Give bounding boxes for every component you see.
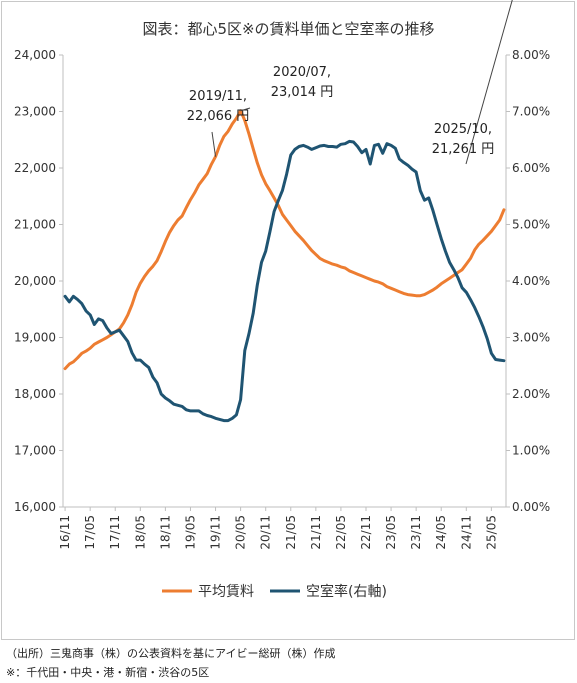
source-note: （出所）三鬼商事（株）の公表資料を基にアイビー総研（株）作成: [6, 647, 336, 660]
x-tick-label: 16/11: [58, 515, 72, 550]
y-right-tick-label: 1.00%: [512, 444, 550, 458]
series-line-vacancy: [63, 139, 506, 423]
x-tick-label: 24/05: [434, 515, 448, 550]
footnote: ※：千代田・中央・港・新宿・渋谷の5区: [6, 666, 210, 679]
y-left-tick-label: 23,000: [14, 105, 56, 119]
x-tick-label: 25/05: [484, 515, 498, 550]
y-left-tick-label: 19,000: [14, 331, 56, 345]
x-tick-label: 19/11: [209, 515, 223, 550]
annotation-leader-line: [211, 131, 217, 157]
annotation-leader-line: [465, 0, 513, 165]
y-left-tick-label: 18,000: [14, 387, 56, 401]
y-right-tick-label: 3.00%: [512, 331, 550, 345]
x-tick-label: 23/05: [384, 515, 398, 550]
series-line-rent: [63, 109, 506, 371]
y-left-tick-label: 17,000: [14, 444, 56, 458]
x-tick-label: 20/11: [259, 515, 273, 550]
y-left-tick-label: 21,000: [14, 218, 56, 232]
y-right-tick-label: 8.00%: [512, 48, 550, 62]
y-right-tick-label: 0.00%: [512, 500, 550, 514]
annotation-label: 21,261 円: [432, 142, 495, 157]
y-left-tick-label: 16,000: [14, 500, 56, 514]
x-tick-label: 21/11: [309, 515, 323, 550]
y-right-tick-label: 4.00%: [512, 274, 550, 288]
x-tick-label: 20/05: [234, 515, 248, 550]
annotation-label: 2019/11,: [189, 89, 247, 104]
x-tick-label: 21/05: [284, 515, 298, 550]
chart-title: 図表：都心5区※の賃料単価と空室率の推移: [142, 20, 435, 38]
x-tick-label: 22/11: [359, 515, 373, 550]
chart-canvas: 16,000 17,000 18,000 19,000 20,000 21,000 22,0…: [14, 0, 550, 600]
y-right-tick-label: 2.00%: [512, 387, 550, 401]
x-tick-label: 18/05: [133, 515, 147, 550]
annotation-label: 2025/10,: [434, 122, 492, 137]
y-left-tick-label: 20,000: [14, 274, 56, 288]
y-right-tick-label: 7.00%: [512, 105, 550, 119]
y-right-tick-label: 5.00%: [512, 218, 550, 232]
y-right-tick-label: 6.00%: [512, 161, 550, 175]
annotation-leader-line: [240, 107, 251, 112]
annotation-label: 23,014 円: [271, 85, 334, 100]
annotation-label: 2020/07,: [273, 65, 331, 80]
x-tick-label: 17/11: [108, 515, 122, 550]
x-tick-label: 22/05: [334, 515, 348, 550]
x-tick-label: 17/05: [83, 515, 97, 550]
x-tick-label: 18/11: [158, 515, 172, 550]
annotation-label: 22,066 円: [187, 109, 250, 124]
y-left-tick-label: 22,000: [14, 161, 56, 175]
legend-label-vacancy: 空室率(右軸): [306, 583, 387, 600]
chart-frame: [1, 1, 575, 640]
x-tick-label: 24/11: [459, 515, 473, 550]
y-left-tick-label: 24,000: [14, 48, 56, 62]
x-tick-label: 19/05: [183, 515, 197, 550]
legend-label-rent: 平均賃料: [198, 584, 254, 600]
x-tick-label: 23/11: [409, 515, 423, 550]
